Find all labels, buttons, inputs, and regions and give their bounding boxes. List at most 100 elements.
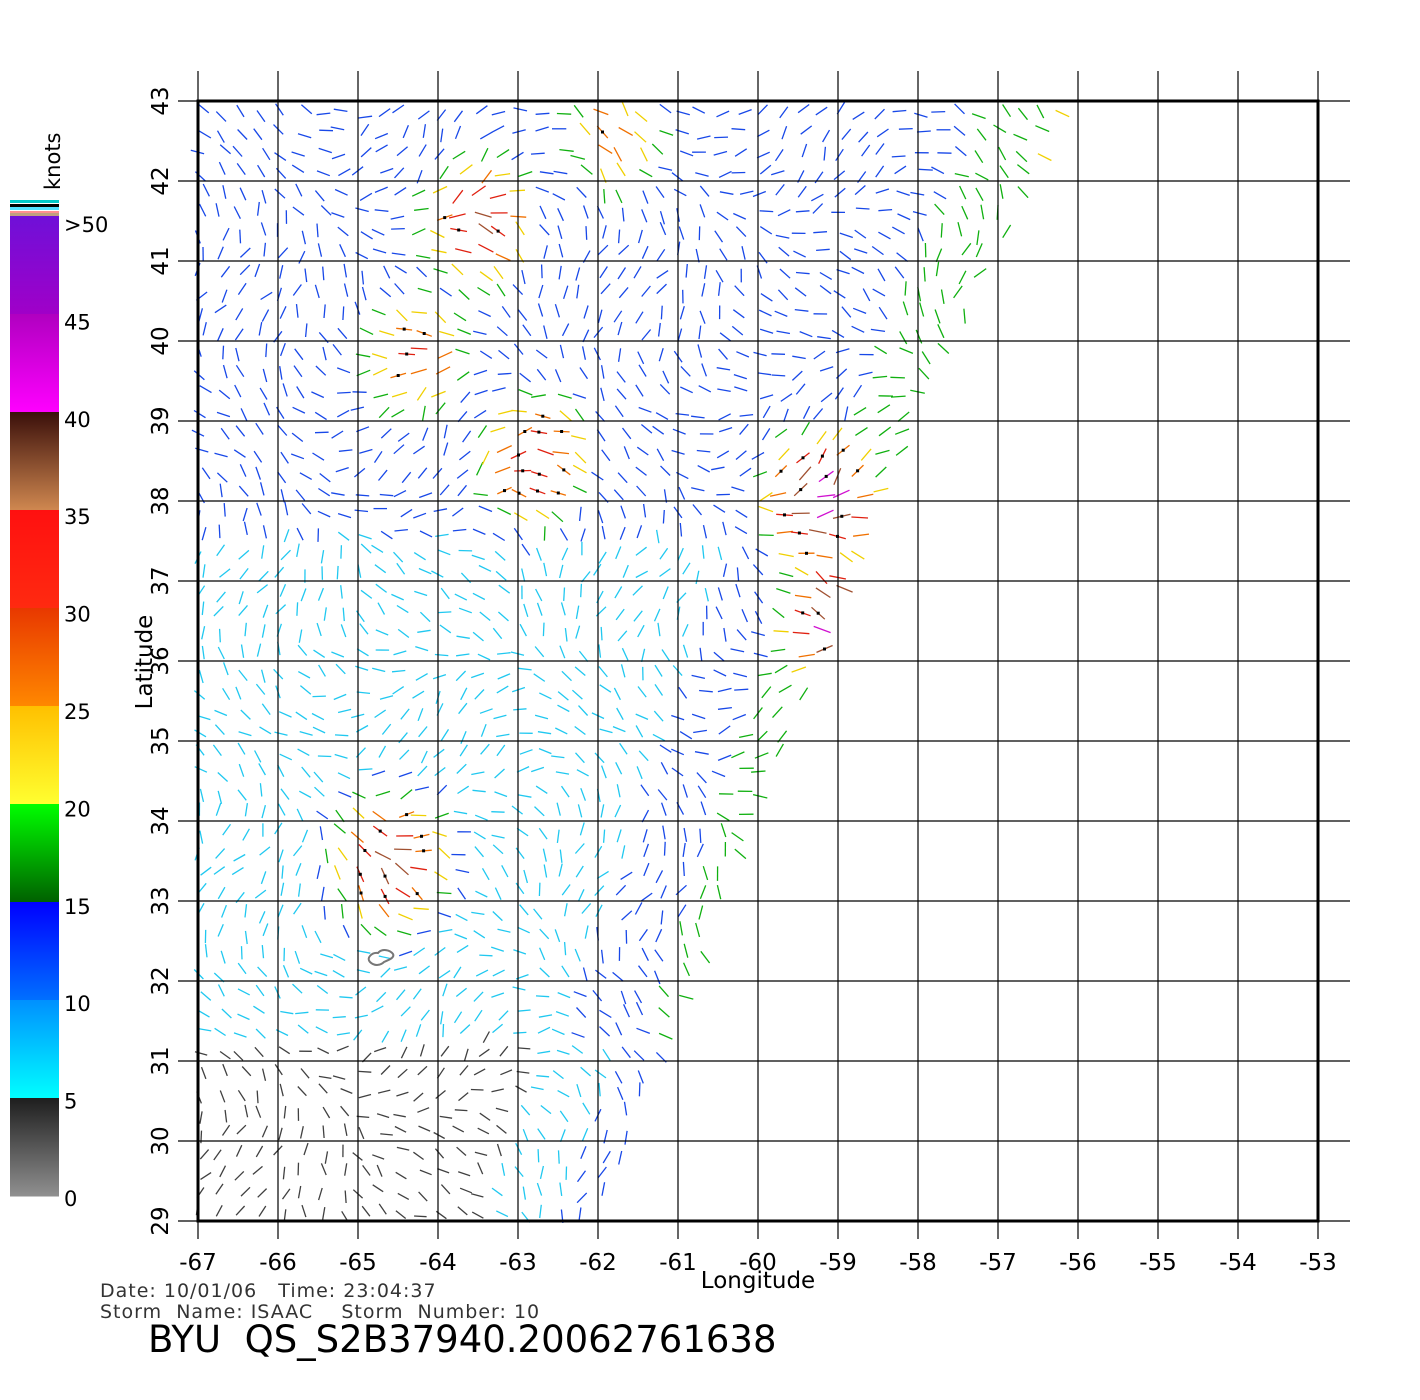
wind-vector	[454, 593, 468, 601]
wind-vectors	[190, 101, 1070, 1223]
wind-vector	[641, 209, 648, 223]
wind-vector	[472, 592, 486, 601]
legend-band	[10, 412, 59, 511]
wind-vector	[301, 829, 309, 843]
rain-flag	[801, 456, 805, 460]
wind-vector	[857, 493, 874, 499]
wind-vector	[711, 770, 726, 778]
wind-vector	[282, 383, 288, 397]
wind-vector	[237, 129, 248, 140]
wind-vector	[601, 525, 606, 540]
wind-vector	[240, 946, 243, 960]
wind-vector	[256, 110, 266, 123]
wind-vector	[635, 546, 647, 556]
wind-vector	[853, 384, 863, 398]
wind-vector	[438, 847, 451, 859]
wind-vector	[700, 801, 707, 816]
wind-vector	[197, 715, 211, 721]
wind-vector	[314, 786, 325, 797]
wind-vector	[735, 450, 747, 460]
wind-vector	[474, 389, 488, 396]
wind-vector	[578, 1207, 582, 1222]
wind-vector	[237, 789, 247, 801]
wind-vector	[458, 450, 471, 461]
wind-vector	[234, 328, 244, 341]
wind-vector	[279, 265, 284, 279]
wind-vector	[717, 546, 723, 561]
wind-vector	[362, 1165, 371, 1176]
wind-vector	[758, 534, 774, 537]
wind-vector	[616, 371, 626, 383]
wind-vector	[659, 221, 667, 236]
wind-vector	[297, 671, 311, 679]
wind-vector	[819, 271, 833, 280]
wind-vector	[380, 167, 394, 174]
wind-vector	[615, 884, 627, 896]
rain-flag	[560, 430, 564, 433]
wind-vector	[473, 930, 486, 939]
wind-vector	[580, 164, 593, 175]
wind-vector	[237, 742, 246, 755]
wind-vector	[759, 164, 772, 175]
wind-vector	[434, 653, 449, 657]
wind-vector	[619, 526, 626, 540]
wind-vector	[438, 970, 451, 979]
wind-vector	[479, 1112, 491, 1121]
wind-vector	[314, 930, 322, 944]
wind-vector	[478, 1048, 490, 1058]
wind-vector	[517, 926, 530, 934]
wind-vector	[853, 407, 867, 416]
wind-vector	[515, 847, 525, 859]
wind-vector	[918, 168, 933, 171]
wind-vector	[200, 866, 212, 876]
wind-vector	[559, 1182, 563, 1196]
wind-vector	[459, 1065, 469, 1076]
wind-vector	[295, 489, 306, 501]
wind-vector	[860, 448, 872, 461]
wind-vector	[199, 788, 205, 803]
wind-vector	[543, 864, 548, 878]
wind-vector	[491, 834, 505, 839]
wind-vector	[397, 1068, 408, 1079]
wind-vector	[355, 207, 369, 213]
wind-vector	[331, 430, 344, 439]
wind-vector	[654, 684, 664, 696]
wind-vector	[700, 950, 711, 964]
wind-vector	[823, 146, 827, 161]
wind-vector	[235, 686, 242, 700]
wind-vector	[753, 351, 767, 357]
x-tick-label: -61	[659, 1250, 697, 1276]
wind-vector	[658, 1032, 673, 1040]
wind-vector	[472, 528, 486, 535]
wind-vector	[720, 823, 727, 838]
wind-vector	[478, 243, 494, 253]
wind-vector	[601, 449, 611, 462]
wind-vector	[599, 168, 607, 183]
wind-vector	[338, 791, 352, 798]
wind-vector	[496, 1124, 507, 1134]
wind-vector	[435, 533, 449, 538]
wind-vector	[456, 763, 467, 774]
wind-vector	[396, 146, 409, 157]
rain-flag	[562, 468, 566, 472]
wind-vector	[683, 962, 690, 977]
wind-vector	[739, 190, 754, 195]
wind-vector	[701, 545, 705, 559]
wind-vector	[615, 189, 623, 204]
wind-vector	[875, 466, 887, 478]
wind-vector	[878, 208, 893, 212]
wind-vector	[360, 147, 372, 158]
wind-vector	[199, 830, 204, 844]
wind-vector	[517, 309, 528, 321]
wind-vector	[655, 186, 665, 198]
wind-vector	[652, 425, 665, 435]
wind-vector	[858, 131, 869, 143]
wind-vector	[717, 282, 721, 296]
wind-vector	[460, 687, 468, 701]
wind-vector	[457, 887, 467, 900]
wind-vector	[656, 248, 666, 262]
wind-vector	[201, 626, 206, 640]
wind-vector	[574, 408, 585, 422]
wind-vector	[253, 1005, 265, 1014]
